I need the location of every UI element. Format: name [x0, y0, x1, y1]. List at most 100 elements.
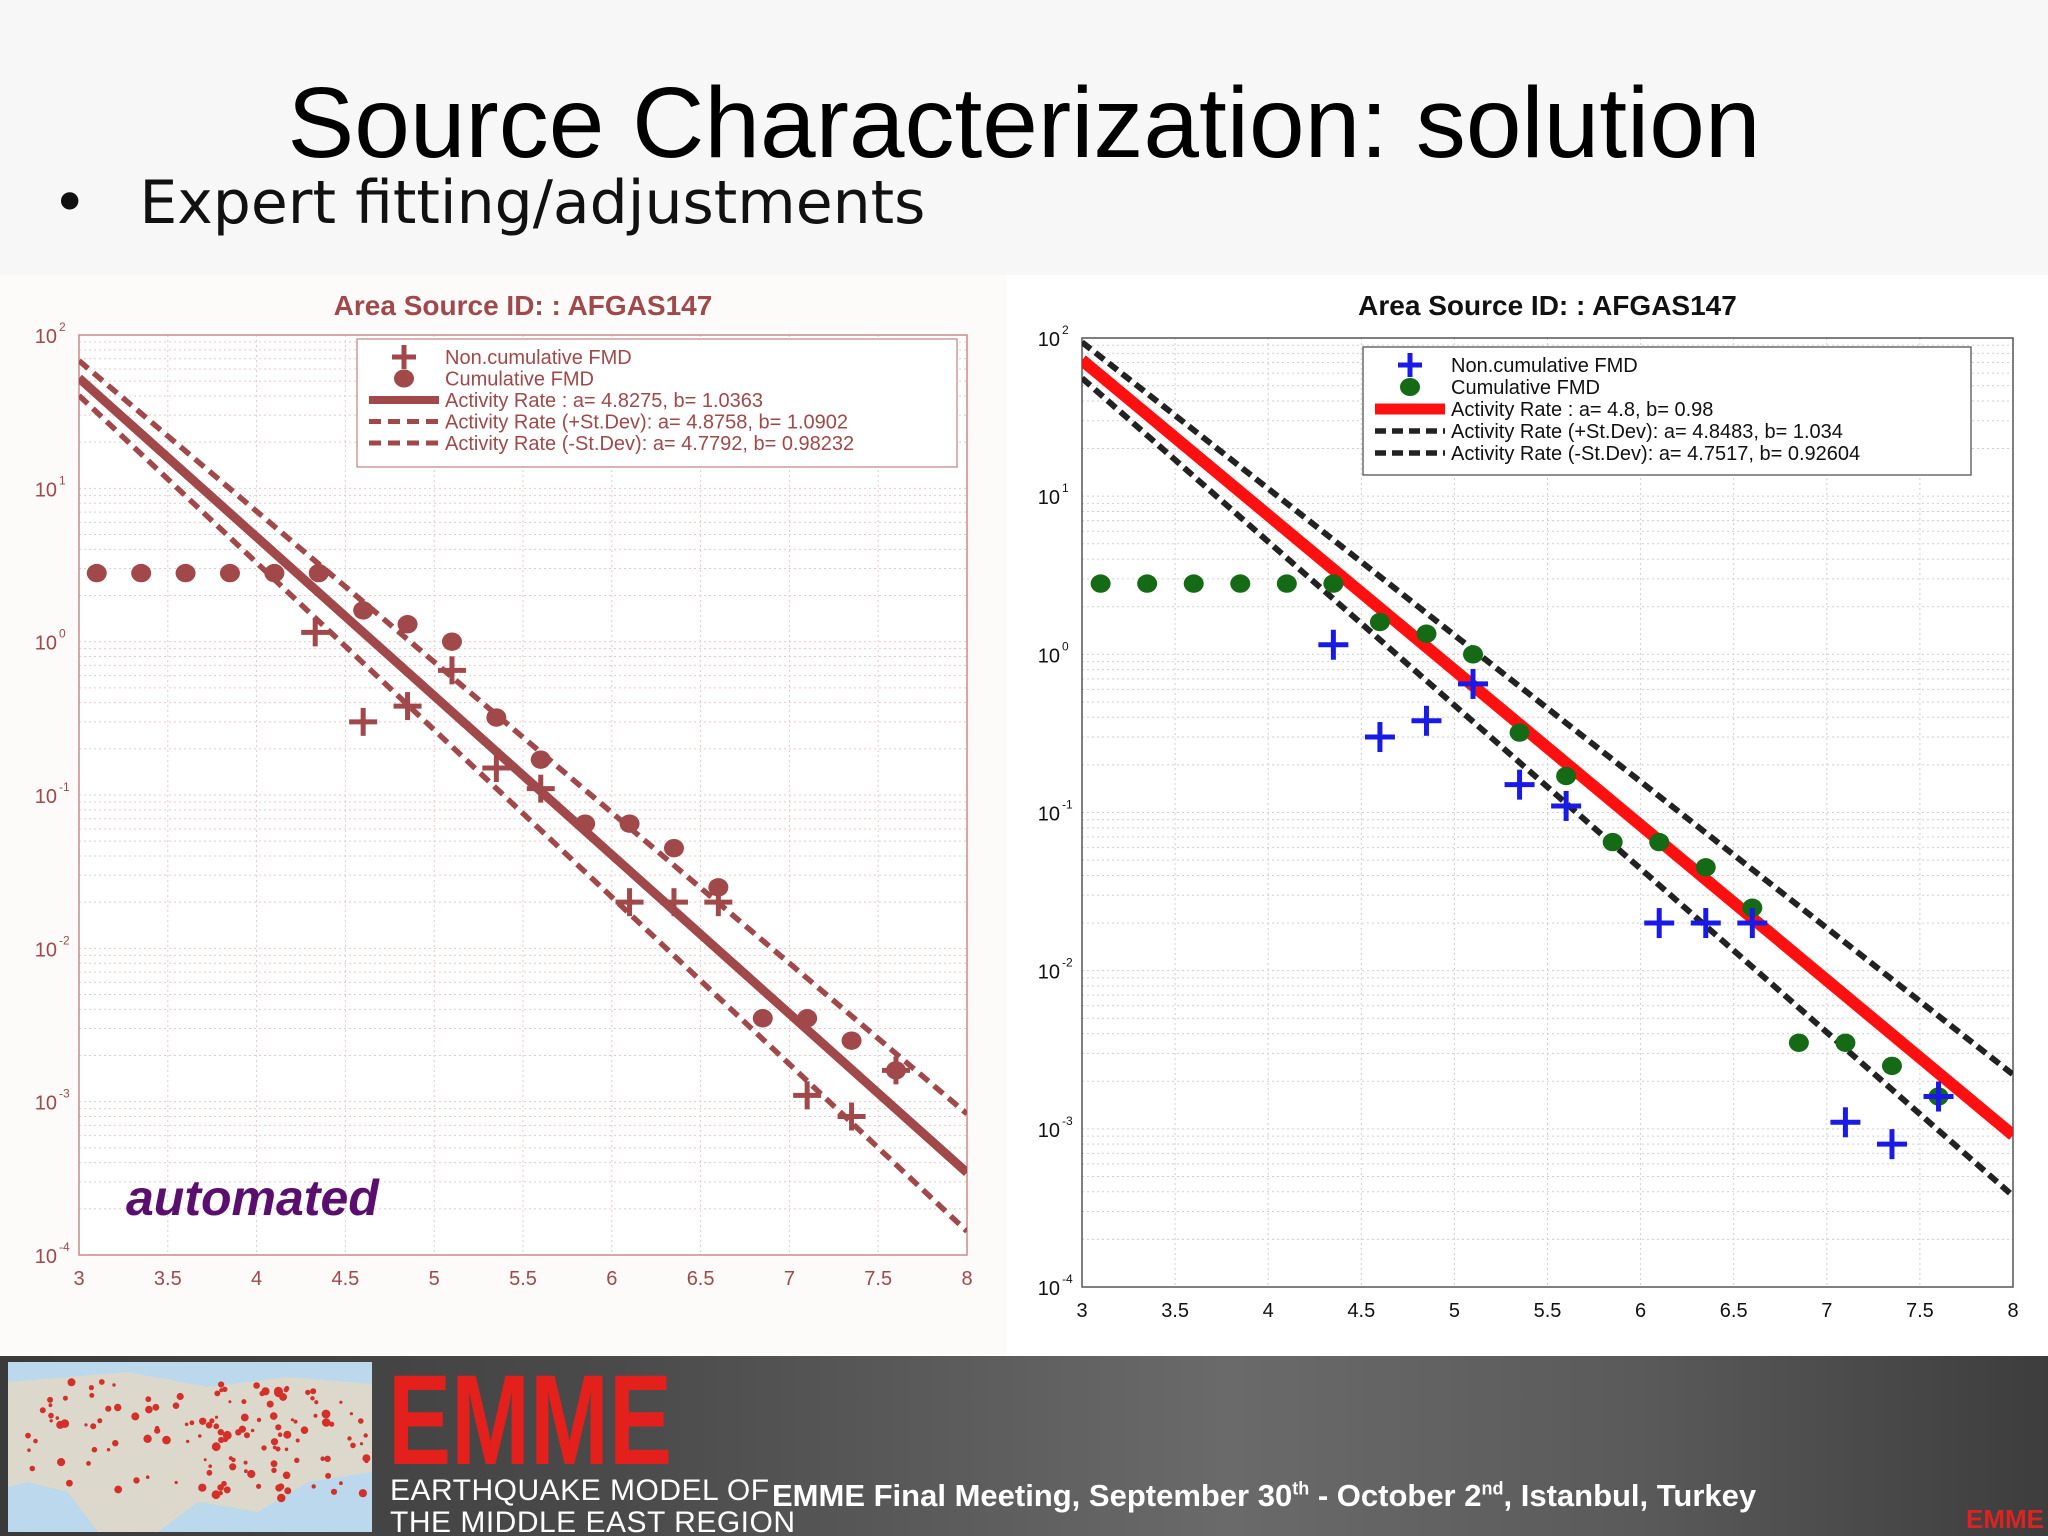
x-tick-label: 6 — [606, 1268, 617, 1290]
map-dot — [275, 1424, 282, 1431]
map-dot — [320, 1456, 326, 1461]
legend-label: Activity Rate (+St.Dev): a= 4.8483, b= 1… — [1451, 421, 1843, 443]
noncumulative-fmd-point — [1644, 908, 1675, 939]
y-tick-label: 10 — [35, 939, 57, 961]
map-dot — [211, 1490, 221, 1500]
noncumulative-fmd-point — [482, 753, 511, 782]
map-dot — [131, 1412, 140, 1421]
legend-label: Activity Rate : a= 4.8, b= 0.98 — [1451, 399, 1713, 421]
y-tick-exponent: -4 — [1062, 1272, 1073, 1286]
map-dot — [112, 1383, 116, 1387]
map-dot — [238, 1425, 246, 1433]
cumulative-fmd-point — [264, 563, 285, 583]
legend-label: Activity Rate : a= 4.8275, b= 1.0363 — [445, 390, 763, 412]
activity-rate-minus-stdev-line — [1082, 339, 2013, 1077]
map-dot — [174, 1480, 178, 1485]
x-tick-label: 6 — [1635, 1300, 1646, 1322]
map-dot — [86, 1461, 91, 1466]
y-tick-exponent: -2 — [1062, 956, 1073, 970]
cumulative-fmd-point — [530, 750, 551, 769]
map-dot — [218, 1490, 223, 1496]
activity-rate-line — [1082, 355, 2013, 1140]
y-tick-label: 10 — [1038, 645, 1060, 667]
cumulative-fmd-point — [619, 814, 640, 833]
map-dot — [295, 1438, 300, 1443]
map-dot — [213, 1423, 220, 1430]
map-dot — [314, 1400, 319, 1405]
map-dot — [247, 1469, 256, 1479]
x-tick-label: 3.5 — [154, 1268, 182, 1290]
legend-label: Activity Rate (-St.Dev): a= 4.7517, b= 0… — [1451, 443, 1860, 465]
automated-annotation: automated — [126, 1170, 380, 1226]
map-dot — [198, 1434, 202, 1438]
noncumulative-fmd-point — [1318, 629, 1349, 660]
noncumulative-fmd-point — [437, 656, 466, 685]
x-tick-label: 6.5 — [1720, 1300, 1748, 1322]
map-dot — [48, 1403, 53, 1408]
y-tick-exponent: -1 — [59, 780, 70, 794]
map-dot — [98, 1379, 105, 1385]
map-dot — [143, 1434, 152, 1443]
slide-title: Source Characterization: solution — [287, 67, 1761, 179]
y-tick-label: 10 — [1038, 329, 1060, 351]
bullet-item: • Expert fitting/adjustments — [52, 168, 925, 238]
map-dot — [145, 1396, 152, 1403]
cumulative-fmd-point — [1602, 832, 1623, 852]
legend-box — [1362, 346, 1972, 476]
map-dot — [228, 1456, 233, 1461]
noncumulative-fmd-point — [837, 1102, 866, 1131]
cumulative-fmd-point — [175, 563, 196, 583]
map-dot — [244, 1469, 248, 1474]
map-dot — [176, 1392, 184, 1401]
map-dot — [206, 1469, 213, 1476]
chart-title: Area Source ID: : AFGAS147 — [1358, 290, 1737, 321]
map-dot — [330, 1488, 338, 1495]
title-band — [0, 0, 2048, 275]
map-dot — [218, 1436, 225, 1444]
cumulative-fmd-point — [797, 1009, 818, 1028]
map-dot — [214, 1390, 221, 1397]
legend-label: Activity Rate (+St.Dev): a= 4.8758, b= 1… — [445, 412, 848, 434]
y-tick-exponent: 2 — [59, 320, 66, 334]
y-tick-label: 10 — [35, 479, 57, 501]
map-dot — [243, 1460, 248, 1465]
map-dot — [358, 1418, 364, 1424]
map-dot — [97, 1418, 103, 1424]
map-dot — [339, 1481, 343, 1486]
grid — [1081, 338, 2014, 1288]
map-dot — [279, 1393, 287, 1401]
map-dot — [259, 1390, 265, 1397]
map-dot — [152, 1403, 160, 1411]
map-dot — [62, 1395, 68, 1401]
map-dot — [270, 1438, 279, 1446]
map-dot — [60, 1419, 70, 1428]
map-dot — [325, 1472, 332, 1479]
chart-title: Area Source ID: : AFGAS147 — [334, 290, 713, 321]
map-dot — [350, 1442, 356, 1449]
y-tick-label: 10 — [1038, 487, 1060, 509]
cumulative-fmd-point — [1556, 766, 1577, 786]
map-dot — [106, 1448, 111, 1452]
map-dot — [114, 1403, 122, 1412]
y-tick-exponent: 1 — [59, 473, 66, 487]
cumulative-fmd-point — [1416, 624, 1437, 643]
map-dot — [290, 1418, 294, 1422]
map-dot — [293, 1419, 298, 1424]
map-dot — [305, 1389, 311, 1396]
cumulative-fmd-point — [1230, 574, 1251, 593]
map-dot — [274, 1386, 283, 1396]
map-dot — [271, 1467, 277, 1473]
map-dot — [300, 1426, 309, 1434]
legend-circle-symbol — [394, 369, 414, 388]
noncumulative-fmd-point — [1364, 722, 1395, 753]
emme-logo-text: EMME — [388, 1356, 672, 1492]
map-dot — [311, 1484, 316, 1489]
y-tick-label: 10 — [1038, 1278, 1060, 1300]
cumulative-fmd-point — [1835, 1033, 1856, 1052]
activity-rate-line — [79, 374, 967, 1176]
map-dot — [90, 1423, 97, 1430]
map-dot — [277, 1493, 286, 1503]
cumulative-fmd-point — [1369, 612, 1390, 632]
map-dot — [364, 1459, 369, 1464]
x-tick-label: 5.5 — [509, 1268, 537, 1290]
